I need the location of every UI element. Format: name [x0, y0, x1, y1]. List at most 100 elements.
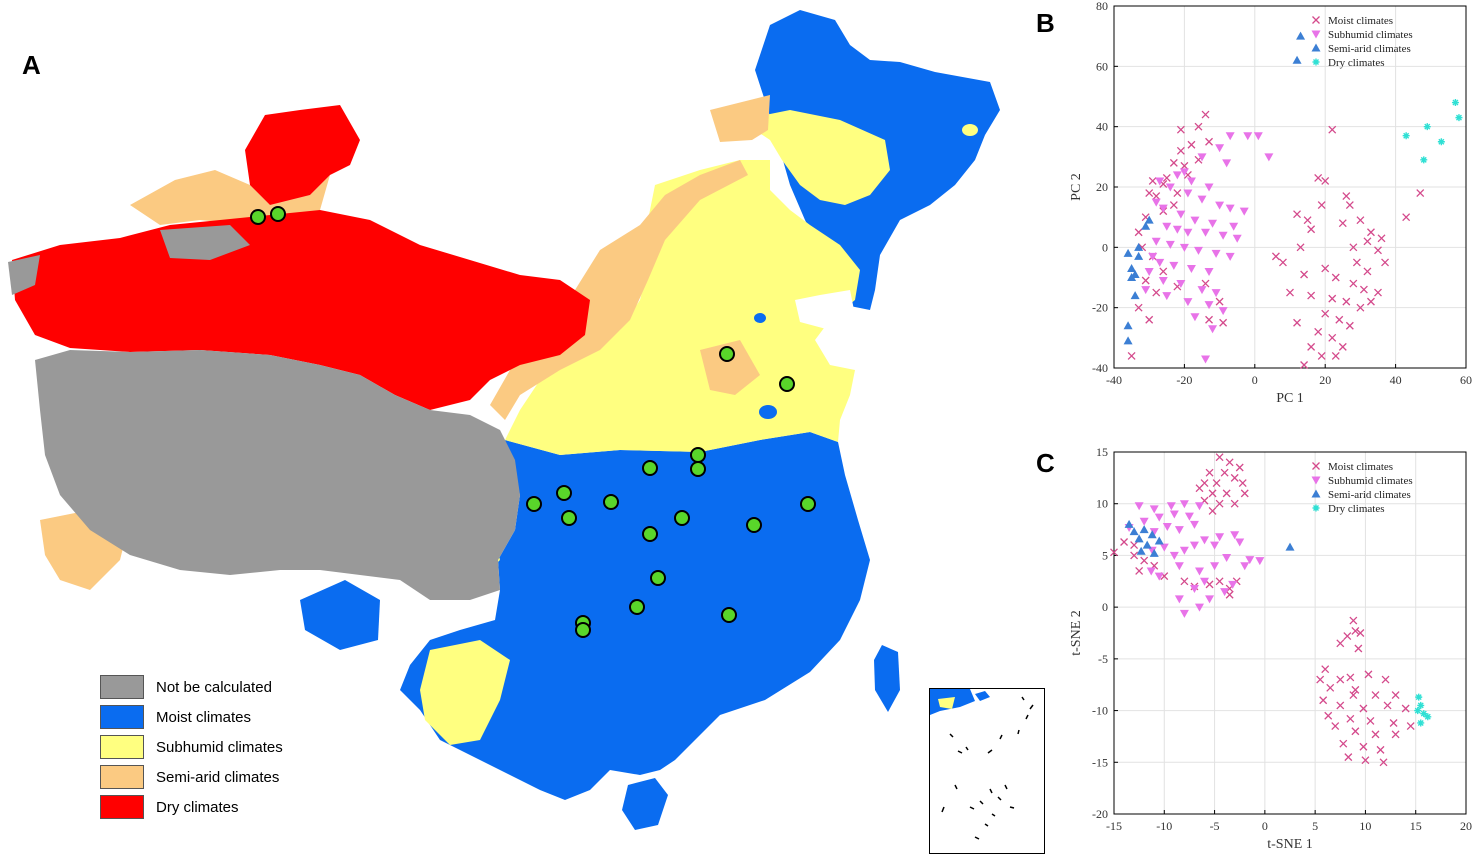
data-point: [1371, 730, 1380, 739]
data-point: [1381, 675, 1390, 684]
data-point: [1134, 303, 1143, 312]
data-point: [1359, 742, 1368, 751]
plot-frame: [1113, 451, 1467, 815]
data-point: [1379, 758, 1388, 767]
x-tick-label: 5: [1312, 819, 1318, 833]
data-point: [1300, 361, 1309, 369]
data-point: [1215, 577, 1224, 586]
legend-item-semi-arid: Semi-arid climates: [100, 762, 283, 792]
x-axis-title: PC 1: [1276, 391, 1304, 406]
data-point: [1194, 122, 1203, 131]
data-point: [1363, 267, 1372, 276]
data-point: [1149, 548, 1159, 557]
y-tick-label: 5: [1102, 548, 1108, 562]
data-point: [1328, 294, 1337, 303]
x-tick-label: -15: [1106, 819, 1122, 833]
panel-label-b: B: [1036, 8, 1055, 38]
y-axis-title: t-SNE 2: [1069, 610, 1084, 656]
data-point: [1455, 114, 1463, 122]
data-point: [1134, 228, 1143, 237]
data-point: [1197, 286, 1207, 295]
data-point: [1331, 351, 1340, 360]
data-point: [1264, 153, 1274, 162]
data-point: [1159, 267, 1168, 276]
legend-item-subhumid: Subhumid climates: [100, 732, 283, 762]
data-point: [1136, 546, 1146, 555]
data-point: [1239, 207, 1249, 216]
legend-item-dry: Dry climates: [100, 792, 283, 822]
data-point: [1147, 546, 1157, 555]
legend-marker: [1312, 16, 1320, 24]
sampling-site-marker: [575, 622, 591, 638]
data-point: [1230, 473, 1239, 482]
data-point: [1356, 303, 1365, 312]
data-point: [1344, 753, 1353, 762]
data-point: [1361, 756, 1370, 765]
data-point: [1210, 562, 1220, 571]
data-point: [1317, 351, 1326, 360]
data-point: [1151, 198, 1161, 207]
data-point: [1296, 31, 1306, 40]
data-point: [1180, 161, 1189, 170]
data-point: [1319, 696, 1328, 705]
y-tick-label: 40: [1096, 120, 1108, 134]
y-tick-label: 10: [1096, 497, 1108, 511]
y-tick-label: 15: [1096, 445, 1108, 459]
sampling-site-marker: [526, 496, 542, 512]
data-point: [1356, 629, 1365, 637]
data-point: [1285, 542, 1295, 551]
data-point: [1381, 258, 1389, 267]
y-tick-label: -40: [1092, 361, 1108, 375]
legend-label: Moist climates: [1328, 461, 1393, 473]
data-point: [1145, 315, 1154, 324]
data-point: [1229, 222, 1239, 231]
data-point: [1201, 279, 1210, 288]
data-point: [1349, 616, 1358, 625]
data-point: [1169, 510, 1179, 519]
legend-label: Semi-arid climates: [1328, 489, 1411, 501]
data-point: [1169, 261, 1179, 270]
dry-climates-region: [12, 105, 590, 410]
y-tick-label: -15: [1092, 755, 1108, 769]
data-point: [1240, 562, 1250, 571]
data-point: [1351, 727, 1360, 736]
data-point: [1255, 557, 1265, 566]
legend-marker: [1311, 476, 1321, 485]
data-point: [1215, 297, 1224, 306]
data-point: [1437, 138, 1445, 146]
data-point: [1338, 342, 1347, 351]
data-point: [1230, 531, 1240, 540]
data-point: [1162, 222, 1172, 231]
sampling-site-marker: [674, 510, 690, 526]
sampling-site-marker: [250, 209, 266, 225]
data-point: [1420, 156, 1428, 164]
data-point: [1349, 243, 1358, 252]
data-point: [1208, 506, 1217, 515]
data-point: [1174, 595, 1184, 604]
data-point: [1201, 355, 1211, 364]
data-point: [1307, 342, 1316, 351]
data-point: [1364, 670, 1373, 679]
legend-swatch: [100, 675, 144, 699]
data-point: [1346, 673, 1355, 682]
data-point: [1345, 201, 1354, 210]
data-point: [1225, 252, 1235, 261]
data-point: [1336, 701, 1345, 710]
data-point: [1201, 228, 1211, 237]
data-point: [1346, 714, 1355, 723]
data-point: [1406, 722, 1415, 731]
x-tick-label: -10: [1156, 819, 1172, 833]
data-point: [1134, 251, 1144, 260]
data-point: [1110, 548, 1118, 557]
sampling-site-marker: [746, 517, 762, 533]
data-point: [1194, 502, 1204, 511]
data-point: [1343, 632, 1352, 641]
data-point: [1162, 292, 1172, 301]
data-point: [1342, 297, 1351, 306]
y-axis-title: PC 2: [1069, 173, 1084, 201]
legend-label: Dry climates: [1328, 503, 1385, 515]
data-point: [1146, 567, 1156, 576]
data-point: [1127, 351, 1136, 360]
data-point: [1174, 562, 1184, 571]
